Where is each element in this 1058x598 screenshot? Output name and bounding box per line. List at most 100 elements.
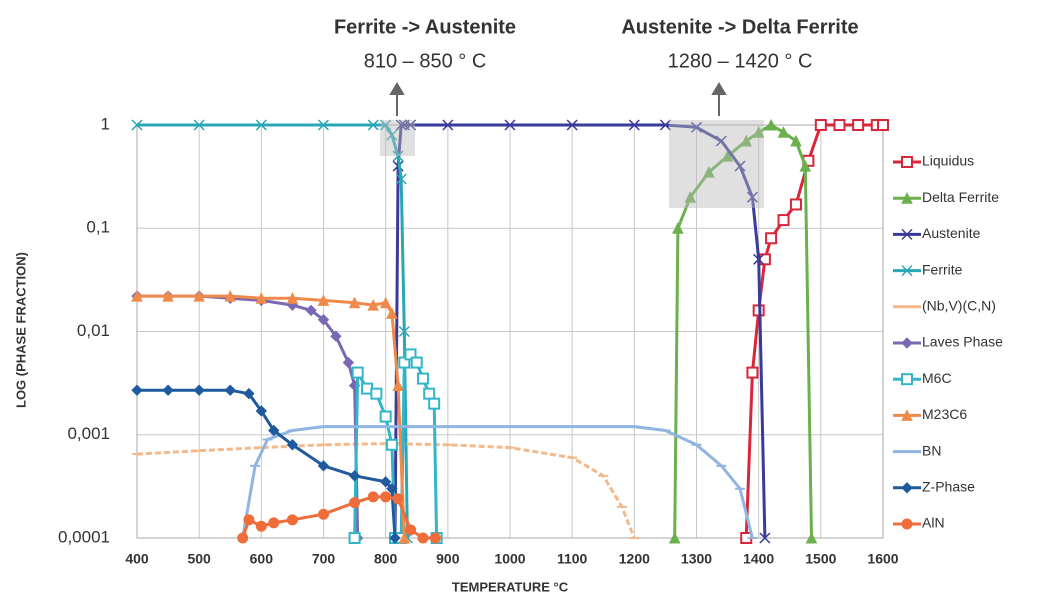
marker bbox=[392, 150, 404, 162]
y-tick-label: 0,01 bbox=[77, 321, 110, 340]
x-tick-label: 1400 bbox=[743, 551, 774, 567]
marker bbox=[131, 384, 143, 396]
legend-label: BN bbox=[922, 442, 941, 458]
marker bbox=[385, 438, 398, 451]
marker bbox=[243, 514, 255, 526]
marker bbox=[268, 517, 280, 529]
marker bbox=[442, 119, 454, 131]
marker bbox=[193, 384, 205, 396]
marker bbox=[428, 397, 441, 410]
x-tick-label: 400 bbox=[125, 551, 149, 567]
marker bbox=[351, 366, 364, 379]
marker bbox=[348, 296, 361, 309]
marker bbox=[752, 126, 765, 138]
marker bbox=[162, 384, 174, 396]
marker bbox=[901, 228, 913, 240]
marker bbox=[877, 119, 889, 131]
marker bbox=[286, 292, 299, 304]
marker bbox=[305, 304, 317, 317]
marker bbox=[224, 290, 237, 302]
x-tick-label: 900 bbox=[436, 551, 460, 567]
y-tick-label: 0,0001 bbox=[58, 527, 110, 546]
marker bbox=[746, 191, 758, 203]
marker bbox=[659, 119, 671, 131]
marker bbox=[162, 290, 174, 302]
marker bbox=[410, 356, 423, 369]
marker bbox=[790, 134, 802, 147]
arrows bbox=[389, 82, 727, 116]
marker bbox=[901, 482, 913, 494]
marker bbox=[417, 532, 429, 544]
marker bbox=[268, 424, 280, 437]
marker bbox=[901, 518, 913, 530]
marker bbox=[317, 314, 330, 326]
marker bbox=[348, 470, 361, 482]
marker bbox=[367, 491, 379, 503]
x-tick-label: 1200 bbox=[619, 551, 650, 567]
x-tick-label: 1300 bbox=[681, 551, 712, 567]
marker bbox=[386, 129, 398, 141]
marker bbox=[193, 290, 205, 302]
marker bbox=[389, 532, 401, 544]
marker bbox=[349, 497, 361, 509]
legend-label: Z-Phase bbox=[922, 479, 975, 495]
marker bbox=[243, 387, 255, 400]
marker bbox=[379, 410, 392, 423]
marker bbox=[765, 118, 777, 131]
y-tick-label: 0,001 bbox=[67, 424, 110, 443]
marker bbox=[367, 119, 379, 131]
highlight-box bbox=[380, 120, 415, 156]
marker bbox=[753, 253, 765, 265]
marker bbox=[131, 119, 143, 131]
marker bbox=[342, 356, 355, 369]
marker bbox=[380, 119, 392, 131]
marker bbox=[317, 294, 330, 306]
annotation: 1280 – 1420 ° C bbox=[668, 50, 813, 72]
marker bbox=[255, 520, 267, 532]
x-axis-label: TEMPERATURE °C bbox=[452, 579, 569, 594]
marker bbox=[901, 337, 913, 349]
marker bbox=[901, 192, 913, 204]
x-tick-label: 700 bbox=[312, 551, 336, 567]
marker bbox=[852, 119, 865, 131]
marker bbox=[833, 119, 846, 131]
x-tick-label: 1000 bbox=[494, 551, 525, 567]
x-tick-label: 1500 bbox=[805, 551, 836, 567]
marker bbox=[131, 290, 143, 302]
marker bbox=[703, 165, 715, 178]
legend-label: (Nb,V)(C,N) bbox=[922, 298, 996, 314]
marker bbox=[805, 531, 818, 544]
marker bbox=[901, 409, 913, 421]
y-axis-label: LOG (PHASE FRACTION) bbox=[13, 252, 28, 408]
legend-label: Ferrite bbox=[922, 261, 963, 277]
marker bbox=[395, 173, 407, 185]
marker bbox=[395, 119, 407, 131]
marker bbox=[814, 119, 827, 131]
plot-area: 400 500 600 700 800 900 1000 1100 1200 1300 1400 15… bbox=[58, 114, 899, 566]
marker bbox=[255, 119, 267, 131]
marker bbox=[330, 330, 342, 342]
marker bbox=[404, 348, 417, 361]
marker bbox=[901, 373, 913, 386]
x-tick-label: 1600 bbox=[867, 551, 898, 567]
marker bbox=[765, 232, 778, 245]
marker bbox=[367, 299, 380, 311]
marker bbox=[317, 460, 330, 472]
marker bbox=[392, 493, 404, 505]
marker bbox=[423, 387, 436, 400]
marker bbox=[799, 159, 812, 172]
marker bbox=[429, 532, 441, 544]
marker bbox=[734, 160, 746, 172]
marker bbox=[398, 356, 411, 369]
marker bbox=[286, 514, 298, 526]
marker bbox=[684, 191, 697, 203]
marker bbox=[690, 121, 703, 133]
marker bbox=[901, 265, 913, 277]
marker bbox=[721, 149, 734, 162]
marker bbox=[348, 532, 361, 544]
marker bbox=[392, 379, 404, 391]
marker bbox=[777, 214, 790, 227]
marker bbox=[740, 134, 753, 147]
legend-label: M23C6 bbox=[922, 406, 967, 422]
